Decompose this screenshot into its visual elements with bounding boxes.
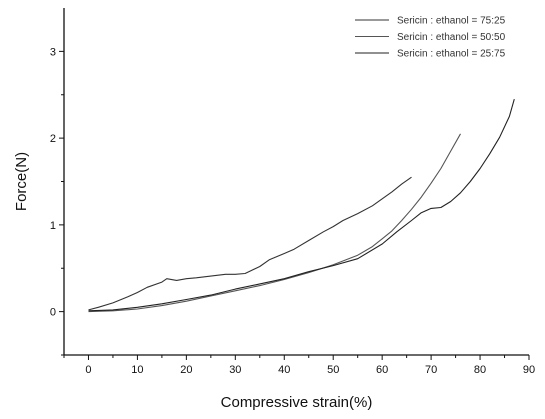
legend-label-2: Sericin : ethanol = 50:50 (397, 32, 506, 43)
x-axis-title: Compressive strain(%) (221, 394, 373, 411)
y-tick-label: 2 (50, 133, 56, 145)
x-tick-label: 70 (425, 364, 437, 376)
x-tick-label: 50 (327, 364, 339, 376)
x-tick-label: 40 (278, 364, 290, 376)
y-tick-label: 0 (50, 307, 56, 319)
series-line-3 (88, 98, 515, 312)
y-tick-label: 1 (50, 220, 56, 232)
series-line-1 (88, 176, 412, 311)
x-tick-label: 20 (180, 364, 192, 376)
x-tick-label: 10 (131, 364, 143, 376)
series-line-2 (88, 133, 461, 313)
x-tick-label: 0 (85, 364, 91, 376)
y-tick-label: 3 (50, 46, 56, 58)
x-tick-label: 80 (474, 364, 486, 376)
x-tick-label: 30 (229, 364, 241, 376)
legend-label-3: Sericin : ethanol = 25:75 (397, 49, 506, 60)
x-tick-label: 90 (523, 364, 535, 376)
legend-label-1: Sericin : ethanol = 75:25 (397, 16, 506, 27)
x-tick-label: 60 (376, 364, 388, 376)
y-axis-title: Force(N) (13, 152, 30, 211)
